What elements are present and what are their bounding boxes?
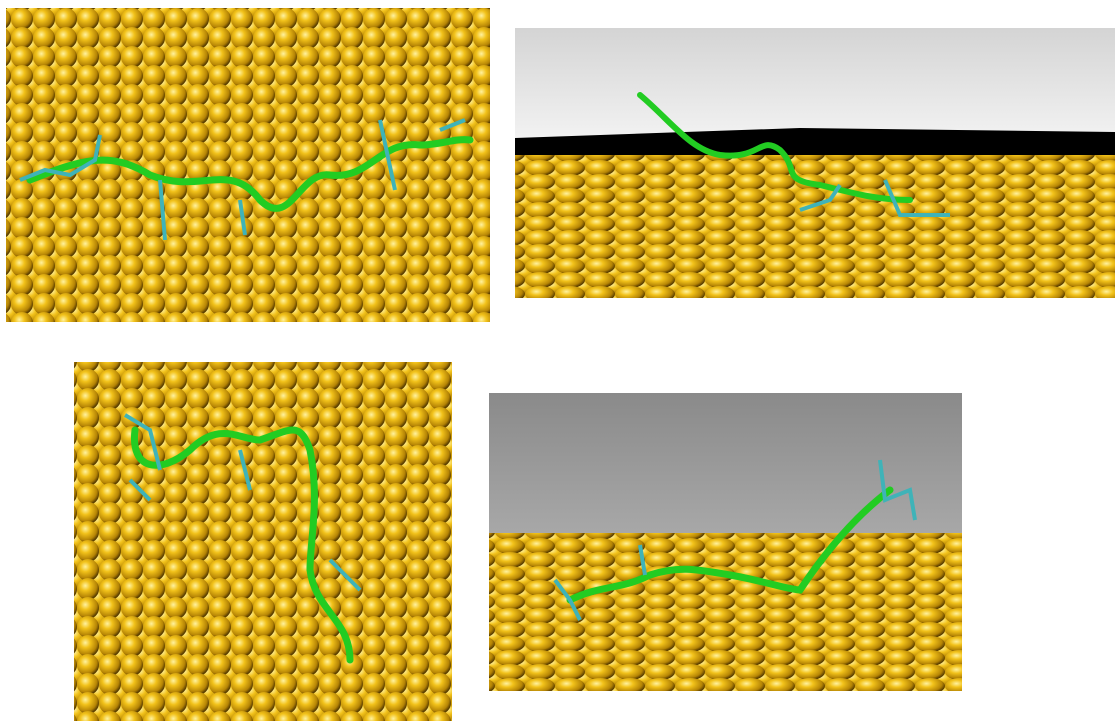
page (0, 0, 1116, 721)
panel-top-left (6, 8, 490, 322)
panel-bottom-right (489, 393, 962, 691)
figure (0, 0, 1116, 721)
panel-top-right (515, 28, 1115, 298)
panel-bottom-left (74, 362, 452, 721)
